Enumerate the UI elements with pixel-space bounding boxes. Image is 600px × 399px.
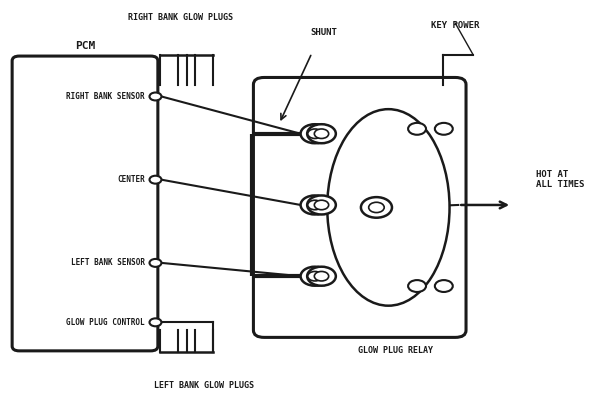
Circle shape bbox=[307, 196, 336, 215]
Text: GLOW PLUG CONTROL: GLOW PLUG CONTROL bbox=[66, 318, 145, 327]
Text: RIGHT BANK SENSOR: RIGHT BANK SENSOR bbox=[66, 92, 145, 101]
Text: PCM: PCM bbox=[75, 41, 95, 51]
Circle shape bbox=[149, 176, 161, 184]
Circle shape bbox=[361, 197, 392, 218]
Text: CENTER: CENTER bbox=[117, 175, 145, 184]
Circle shape bbox=[314, 200, 329, 210]
Circle shape bbox=[307, 267, 336, 286]
Text: HOT AT
ALL TIMES: HOT AT ALL TIMES bbox=[536, 170, 584, 190]
FancyBboxPatch shape bbox=[253, 77, 466, 338]
Circle shape bbox=[149, 93, 161, 101]
Circle shape bbox=[408, 123, 426, 135]
Circle shape bbox=[314, 271, 329, 281]
Circle shape bbox=[301, 267, 329, 286]
Text: LEFT BANK GLOW PLUGS: LEFT BANK GLOW PLUGS bbox=[154, 381, 254, 390]
Circle shape bbox=[408, 280, 426, 292]
Circle shape bbox=[308, 271, 322, 281]
Circle shape bbox=[149, 259, 161, 267]
Circle shape bbox=[149, 318, 161, 326]
Text: SHUNT: SHUNT bbox=[310, 28, 337, 37]
Circle shape bbox=[308, 200, 322, 210]
Text: GLOW PLUG RELAY: GLOW PLUG RELAY bbox=[358, 346, 433, 355]
Text: KEY POWER: KEY POWER bbox=[431, 21, 479, 30]
Circle shape bbox=[435, 280, 453, 292]
Circle shape bbox=[301, 124, 329, 143]
Text: RIGHT BANK GLOW PLUGS: RIGHT BANK GLOW PLUGS bbox=[128, 13, 233, 22]
Circle shape bbox=[301, 196, 329, 215]
Circle shape bbox=[435, 123, 453, 135]
FancyBboxPatch shape bbox=[12, 56, 158, 351]
Ellipse shape bbox=[327, 109, 449, 306]
Text: LEFT BANK SENSOR: LEFT BANK SENSOR bbox=[71, 259, 145, 267]
Circle shape bbox=[307, 124, 336, 143]
Circle shape bbox=[368, 202, 384, 213]
Circle shape bbox=[308, 129, 322, 138]
Circle shape bbox=[314, 129, 329, 138]
